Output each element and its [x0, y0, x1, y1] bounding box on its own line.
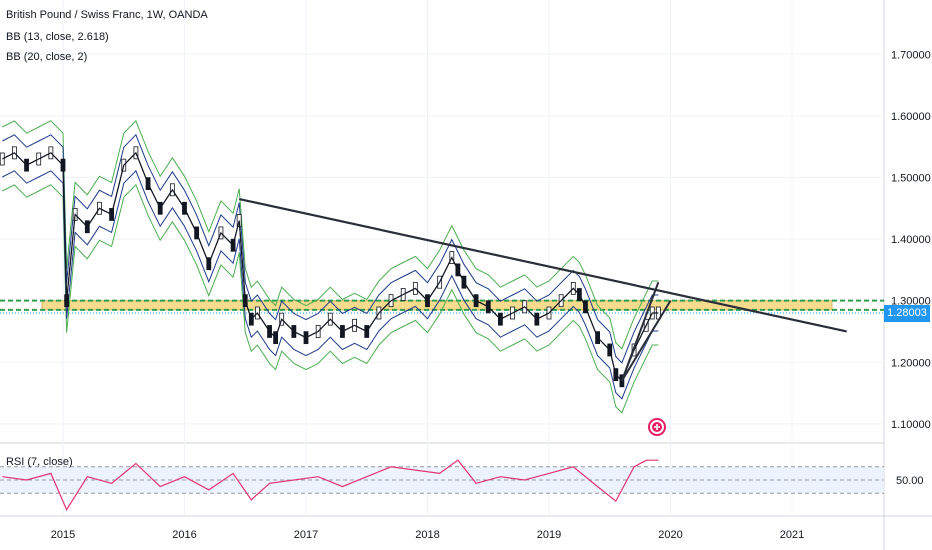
bb-lower-band: [2, 183, 659, 414]
rsi-line: [2, 459, 659, 511]
bb-upper-band: [2, 119, 659, 350]
last-price-tag: 1.28003: [884, 305, 930, 322]
rsi-level-label: 50.00: [896, 475, 924, 487]
y-tick-label: 1.60000: [891, 111, 931, 123]
symbol-title[interactable]: British Pound / Swiss Franc, 1W, OANDA: [6, 9, 208, 21]
bb-indicator-2[interactable]: BB (20, close, 2): [6, 51, 88, 63]
x-tick-label: 2021: [780, 529, 804, 541]
bb-upper-band-2: [2, 133, 659, 364]
x-tick-label: 2015: [51, 529, 75, 541]
price-line: [2, 151, 659, 382]
bb-basis: [2, 151, 659, 382]
rsi-label[interactable]: RSI (7, close): [6, 456, 73, 468]
price-candle: [0, 152, 5, 166]
bb-lower-band-2: [2, 169, 659, 400]
y-tick-label: 1.50000: [891, 172, 931, 184]
y-tick-label: 1.20000: [891, 357, 931, 369]
x-tick-label: 2016: [172, 529, 196, 541]
x-tick-label: 2019: [537, 529, 561, 541]
x-tick-label: 2018: [415, 529, 439, 541]
x-tick-label: 2020: [658, 529, 682, 541]
wedge-lower-line: [621, 300, 672, 382]
y-tick-label: 1.70000: [891, 49, 931, 61]
alert-icon[interactable]: [648, 418, 666, 436]
bb-indicator-1[interactable]: BB (13, close, 2.618): [6, 31, 109, 43]
x-tick-label: 2017: [294, 529, 318, 541]
y-tick-label: 1.40000: [891, 234, 931, 246]
descending-trendline: [238, 197, 847, 333]
y-tick-label: 1.30000: [891, 296, 931, 308]
wedge-upper-line: [620, 281, 660, 382]
y-tick-label: 1.10000: [891, 419, 931, 431]
